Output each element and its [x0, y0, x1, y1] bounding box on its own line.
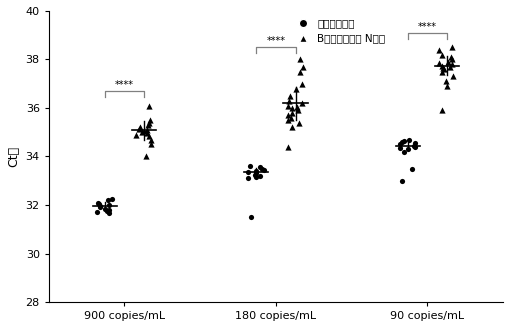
Point: [251, 174, 259, 180]
Point: [439, 67, 447, 72]
Point: [147, 142, 155, 147]
Point: [284, 144, 292, 150]
Point: [285, 98, 293, 103]
Point: [138, 130, 146, 135]
Point: [399, 138, 407, 143]
Point: [410, 144, 418, 150]
Point: [143, 127, 151, 133]
Point: [258, 166, 266, 171]
Text: ****: ****: [266, 36, 285, 46]
Point: [294, 108, 302, 113]
Point: [407, 166, 415, 171]
Point: [410, 140, 418, 146]
Point: [443, 59, 451, 65]
Point: [105, 211, 113, 216]
Point: [96, 205, 104, 210]
Point: [135, 126, 143, 131]
Point: [441, 79, 449, 84]
Point: [284, 113, 292, 118]
Point: [146, 117, 154, 123]
Point: [284, 103, 292, 108]
Point: [405, 137, 413, 142]
Point: [395, 142, 403, 147]
Point: [437, 108, 445, 113]
Point: [105, 207, 113, 213]
Point: [145, 120, 153, 125]
Point: [286, 115, 294, 120]
Point: [442, 84, 450, 89]
Point: [437, 52, 445, 57]
Point: [100, 206, 108, 211]
Point: [143, 131, 151, 136]
Point: [297, 100, 305, 106]
Point: [244, 170, 252, 175]
Text: ****: ****: [115, 80, 134, 90]
Point: [295, 57, 303, 62]
Point: [446, 45, 455, 50]
Point: [409, 143, 417, 148]
Point: [96, 204, 104, 209]
Point: [397, 178, 405, 183]
Point: [448, 74, 456, 79]
Point: [142, 154, 150, 159]
Point: [144, 122, 152, 128]
Point: [245, 164, 253, 169]
Point: [145, 103, 153, 108]
Point: [445, 64, 454, 69]
Point: [140, 128, 148, 133]
Point: [394, 145, 403, 151]
Point: [94, 200, 102, 205]
Point: [108, 196, 116, 202]
Point: [403, 147, 411, 152]
Point: [295, 69, 303, 74]
Point: [447, 57, 456, 62]
Point: [244, 176, 252, 181]
Point: [299, 64, 307, 69]
Point: [446, 54, 455, 60]
Point: [104, 197, 112, 203]
Point: [136, 125, 144, 130]
Point: [256, 173, 264, 178]
Point: [288, 105, 296, 111]
Point: [251, 168, 260, 174]
Point: [437, 63, 445, 68]
Point: [146, 137, 154, 142]
Point: [132, 132, 140, 137]
Point: [292, 104, 300, 109]
Point: [288, 125, 296, 130]
Point: [103, 208, 111, 214]
Legend: 单色双靶试剂, B公司基因试剂 N基因: 单色双靶试剂, B公司基因试剂 N基因: [290, 16, 387, 46]
Point: [105, 202, 113, 208]
Y-axis label: Ct山: Ct山: [7, 146, 20, 167]
Point: [297, 81, 305, 86]
Text: ****: ****: [417, 22, 436, 31]
Point: [288, 110, 296, 115]
Point: [95, 201, 103, 206]
Point: [286, 93, 294, 98]
Point: [434, 60, 442, 66]
Point: [438, 65, 446, 71]
Point: [251, 171, 260, 176]
Point: [295, 120, 303, 125]
Point: [250, 172, 259, 177]
Point: [93, 210, 101, 215]
Point: [434, 47, 442, 52]
Point: [256, 165, 264, 170]
Point: [259, 167, 267, 173]
Point: [399, 149, 407, 154]
Point: [246, 215, 254, 220]
Point: [397, 139, 405, 145]
Point: [291, 86, 299, 91]
Point: [437, 69, 445, 74]
Point: [447, 62, 456, 67]
Point: [145, 133, 153, 138]
Point: [283, 117, 291, 123]
